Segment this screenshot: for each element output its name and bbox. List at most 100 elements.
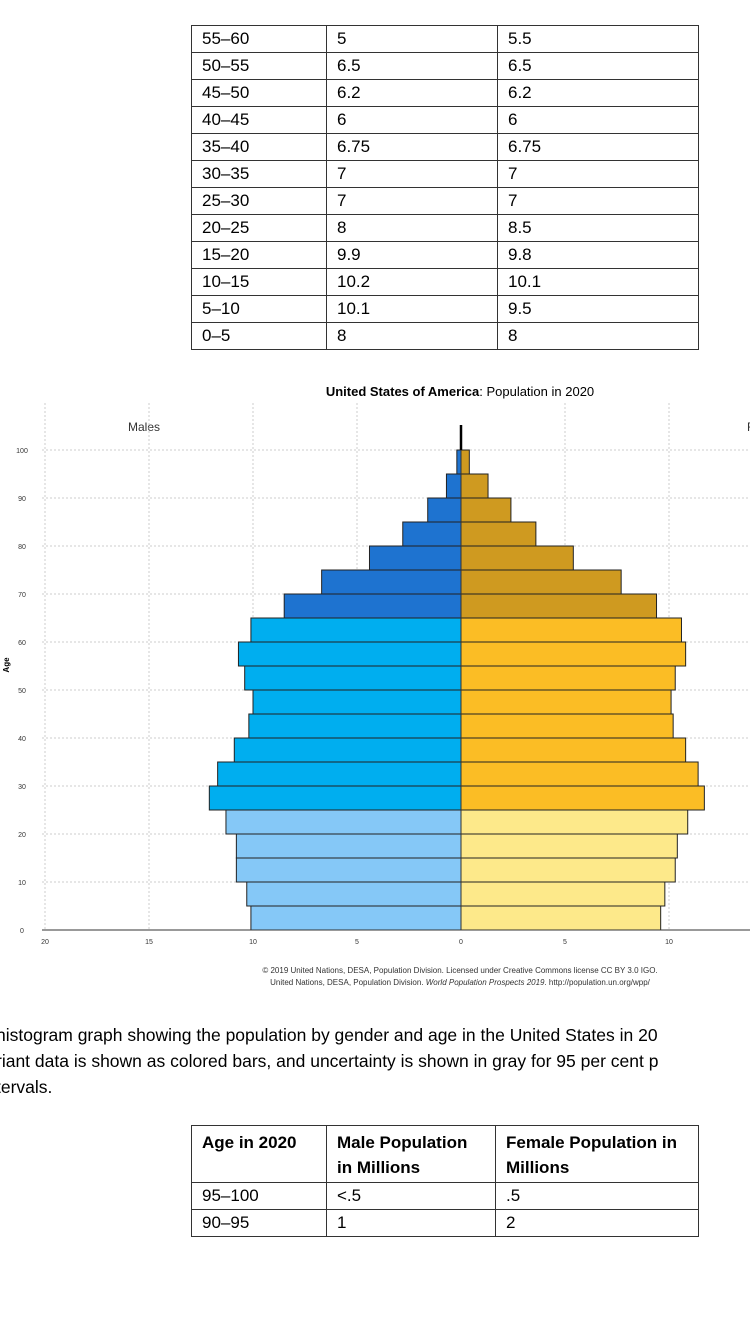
male-bar	[402, 521, 462, 547]
female-cell: 6.5	[497, 52, 699, 80]
y-tick-label: 80	[18, 544, 26, 551]
male-bar	[235, 857, 462, 883]
age-cell: 25–30	[191, 187, 327, 215]
y-axis-label: Age	[2, 657, 11, 673]
age-cell: 45–50	[191, 79, 327, 107]
bottom-table-head: Age in 2020 Male Population in Millions …	[191, 1125, 699, 1183]
male-bar	[233, 737, 462, 763]
table-row: 10–15 10.2 10.1	[191, 268, 699, 296]
males-label: Males	[128, 420, 160, 434]
chart-caption: histogram graph showing the population b…	[0, 1022, 750, 1100]
x-tick-label: 10	[665, 939, 673, 946]
table-row: 35–40 6.75 6.75	[191, 133, 699, 161]
female-cell: 7	[497, 187, 699, 215]
y-tick-label: 0	[20, 928, 24, 935]
female-bar	[460, 785, 705, 811]
age-cell: 30–35	[191, 160, 327, 188]
male-bar	[250, 905, 462, 931]
bottom-table-body: 95–100 <.5.5 90–95 1 2	[191, 1182, 699, 1237]
age-cell: 5–10	[191, 295, 327, 323]
header-age: Age in 2020	[191, 1125, 327, 1183]
female-cell: .5	[495, 1182, 699, 1210]
male-cell: 6.75	[326, 133, 498, 161]
credit-line-1: © 2019 United Nations, DESA, Population …	[262, 966, 657, 975]
male-bar	[248, 713, 462, 739]
male-cell: 5	[326, 25, 498, 53]
caption-line-3: tervals.	[0, 1077, 53, 1097]
chart-title-bold: United States of America	[326, 384, 480, 399]
male-bar	[244, 665, 462, 691]
female-cell: 5.5	[497, 25, 699, 53]
y-tick-label: 20	[18, 832, 26, 839]
credit-line-2-c: . http://population.un.org/wpp/	[544, 978, 650, 987]
female-bar	[460, 857, 676, 883]
x-tick-label: 5	[563, 939, 567, 946]
y-tick-label: 40	[18, 736, 26, 743]
male-cell: 7	[326, 160, 498, 188]
male-cell: 8	[326, 322, 498, 350]
credit-line-2-a: United Nations, DESA, Population Divisio…	[270, 978, 426, 987]
age-cell: 10–15	[191, 268, 327, 296]
female-cell: 7	[497, 160, 699, 188]
female-cell: 10.1	[497, 268, 699, 296]
table-row: 95–100 <.5.5	[191, 1182, 699, 1210]
female-bar	[460, 713, 674, 739]
x-tick-label: 15	[145, 939, 153, 946]
age-cell: 35–40	[191, 133, 327, 161]
female-bar	[460, 617, 682, 643]
table-row: 50–55 6.5 6.5	[191, 52, 699, 80]
female-bar	[460, 881, 666, 907]
bottom-table-header-row: Age in 2020 Male Population in Millions …	[191, 1125, 699, 1183]
male-bar	[246, 881, 462, 907]
credit-line-2-b: World Population Prospects 2019	[426, 978, 545, 987]
age-cell: 20–25	[191, 214, 327, 242]
top-table-body: 55–60 5 5.5 50–55 6.5 6.5 45–50 6.2 6.2 40–45 6 6 35…	[191, 25, 699, 350]
female-cell: 9.8	[497, 241, 699, 269]
y-tick-label: 60	[18, 640, 26, 647]
female-cell: 6	[497, 106, 699, 134]
age-cell: 95–100	[191, 1182, 327, 1210]
table-row: 25–30 7 7	[191, 187, 699, 215]
female-bar	[460, 761, 699, 787]
chart-title-rest: : Population in 2020	[479, 384, 594, 399]
age-cell: 90–95	[191, 1209, 327, 1237]
y-tick-label: 90	[18, 496, 26, 503]
male-cell: 6.5	[326, 52, 498, 80]
caption-line-1: histogram graph showing the population b…	[0, 1025, 658, 1045]
female-bar	[460, 569, 622, 595]
female-bar	[460, 545, 574, 571]
male-bar	[283, 593, 462, 619]
female-cell: 6.2	[497, 79, 699, 107]
male-cell: <.5	[326, 1182, 496, 1210]
age-cell: 40–45	[191, 106, 327, 134]
females-label: F	[747, 420, 750, 434]
table-row: 45–50 6.2 6.2	[191, 79, 699, 107]
male-cell: 8	[326, 214, 498, 242]
male-bar	[321, 569, 462, 595]
female-bar	[460, 905, 662, 931]
chart-title: United States of America: Population in …	[326, 384, 594, 399]
male-bar	[456, 449, 462, 475]
female-bar	[460, 497, 512, 523]
male-bar	[368, 545, 462, 571]
table-row: 15–20 9.9 9.8	[191, 241, 699, 269]
y-tick-label: 10	[18, 880, 26, 887]
female-cell: 2	[495, 1209, 699, 1237]
female-cell: 8.5	[497, 214, 699, 242]
male-cell: 10.1	[326, 295, 498, 323]
age-cell: 55–60	[191, 25, 327, 53]
female-cell: 6.75	[497, 133, 699, 161]
female-bar	[460, 449, 470, 475]
x-tick-label: 10	[249, 939, 257, 946]
male-bar	[237, 641, 462, 667]
x-tick-label: 5	[355, 939, 359, 946]
x-tick-label: 0	[459, 939, 463, 946]
male-bar	[208, 785, 462, 811]
table-row: 5–10 10.1 9.5	[191, 295, 699, 323]
female-bar	[460, 809, 689, 835]
table-row: 20–25 8 8.5	[191, 214, 699, 242]
female-bar	[460, 665, 676, 691]
bottom-data-table: Age in 2020 Male Population in Millions …	[191, 1125, 699, 1237]
female-bar	[460, 593, 658, 619]
